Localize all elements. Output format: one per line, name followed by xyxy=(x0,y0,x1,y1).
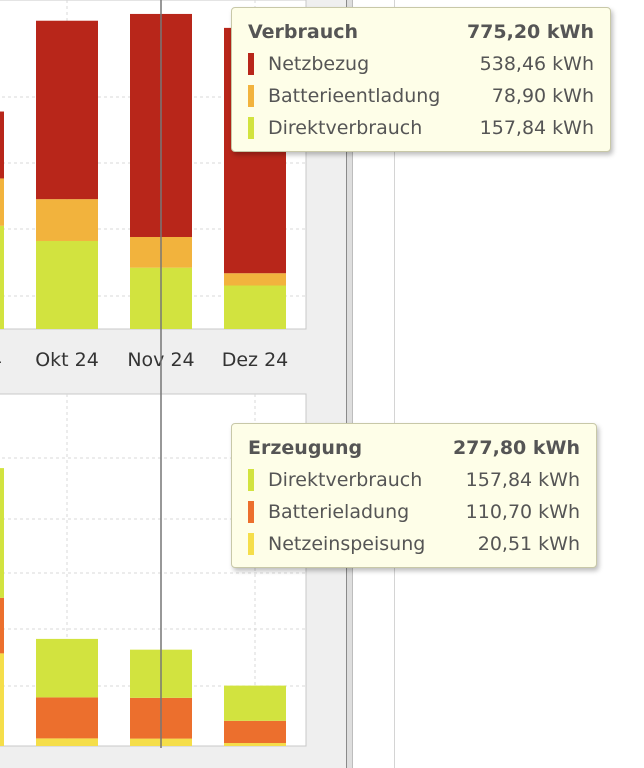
bar-segment xyxy=(36,240,98,329)
bar-partial-segment xyxy=(0,225,4,329)
bar-partial-segment xyxy=(0,178,4,226)
tooltip-row-direktverbrauch: Direktverbrauch 157,84 kWh xyxy=(248,464,580,496)
bar-partial-segment xyxy=(0,111,4,179)
bar-segment xyxy=(224,273,286,286)
consumption-tooltip: Verbrauch 775,20 kWh Netzbezug 538,46 kW… xyxy=(231,7,611,152)
tooltip-header: Erzeugung 277,80 kWh xyxy=(248,432,580,464)
bar-segment xyxy=(36,199,98,241)
legend-swatch xyxy=(248,469,254,491)
x-tick-label: Okt 24 xyxy=(35,349,99,371)
tooltip-title: Verbrauch xyxy=(248,21,359,43)
tooltip-title: Erzeugung xyxy=(248,437,363,459)
bar-segment xyxy=(36,638,98,698)
bar-segment xyxy=(224,285,286,329)
bar-segment xyxy=(224,720,286,744)
tooltip-row-netzeinspeisung: Netzeinspeisung 20,51 kWh xyxy=(248,528,580,560)
legend-swatch xyxy=(248,533,254,555)
bar-partial-segment xyxy=(0,653,4,746)
bar-segment xyxy=(36,20,98,200)
bar-segment xyxy=(224,743,286,746)
tooltip-series-value: 20,51 kWh xyxy=(477,533,580,555)
tooltip-series-value: 538,46 kWh xyxy=(479,53,594,75)
tooltip-total: 775,20 kWh xyxy=(466,21,594,43)
generation-tooltip: Erzeugung 277,80 kWh Direktverbrauch 157… xyxy=(231,423,597,568)
bar-segment xyxy=(224,685,286,721)
bar-partial-segment xyxy=(0,468,4,598)
bar-segment xyxy=(36,738,98,746)
tooltip-series-value: 110,70 kWh xyxy=(465,501,580,523)
bar-partial-segment xyxy=(0,597,4,654)
x-tick-label-partial: 4 xyxy=(0,349,2,371)
legend-swatch xyxy=(248,53,254,75)
bar-segment xyxy=(36,697,98,739)
tooltip-header: Verbrauch 775,20 kWh xyxy=(248,16,594,48)
tooltip-series-name: Netzeinspeisung xyxy=(268,533,426,555)
tooltip-row-direktverbrauch: Direktverbrauch 157,84 kWh xyxy=(248,112,594,144)
tooltip-series-name: Batterieladung xyxy=(268,501,410,523)
tooltip-row-netzbezug: Netzbezug 538,46 kWh xyxy=(248,48,594,80)
tooltip-total: 277,80 kWh xyxy=(452,437,580,459)
tooltip-series-name: Batterieentladung xyxy=(268,85,441,107)
tooltip-series-value: 78,90 kWh xyxy=(491,85,594,107)
tooltip-row-batterieentladung: Batterieentladung 78,90 kWh xyxy=(248,80,594,112)
tooltip-series-name: Direktverbrauch xyxy=(268,117,423,139)
legend-swatch xyxy=(248,117,254,139)
x-tick-label: Dez 24 xyxy=(222,349,289,371)
tooltip-row-batterieladung: Batterieladung 110,70 kWh xyxy=(248,496,580,528)
legend-swatch xyxy=(248,501,254,523)
right-divider-line xyxy=(394,0,395,768)
tooltip-series-name: Netzbezug xyxy=(268,53,370,75)
panel-splitter[interactable] xyxy=(346,0,353,768)
legend-swatch xyxy=(248,85,254,107)
tooltip-series-value: 157,84 kWh xyxy=(479,117,594,139)
tooltip-series-value: 157,84 kWh xyxy=(465,469,580,491)
tooltip-series-name: Direktverbrauch xyxy=(268,469,423,491)
